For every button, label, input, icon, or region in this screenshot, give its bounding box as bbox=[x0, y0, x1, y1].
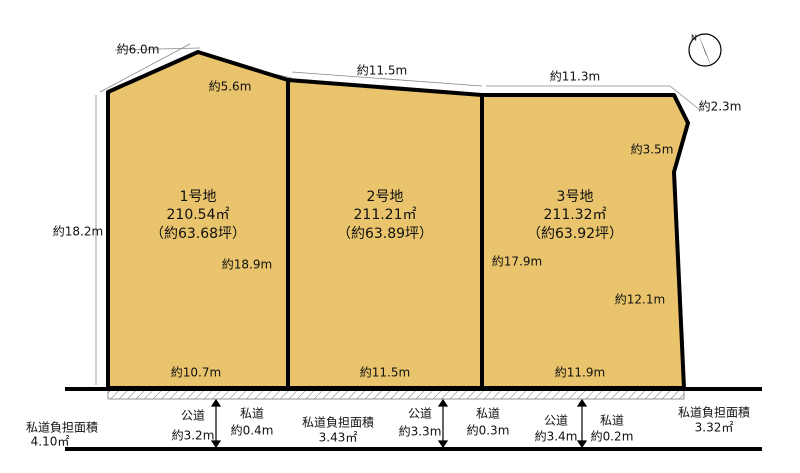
plot-name: 3号地 bbox=[557, 189, 594, 205]
dimension: 約2.3m bbox=[699, 99, 742, 114]
dimension: 約12.1m bbox=[615, 292, 665, 307]
svg-text:N: N bbox=[691, 34, 697, 43]
plot-tsubo: （約63.89坪） bbox=[337, 226, 433, 242]
plot-name: 2号地 bbox=[367, 189, 404, 205]
public-road-width: 約3.2m bbox=[172, 428, 215, 443]
burden-label: 私道負担面積 bbox=[302, 415, 374, 430]
dimension: 約11.5m bbox=[360, 365, 410, 380]
public-road: 公道 bbox=[408, 407, 432, 421]
private-road: 私道 bbox=[476, 407, 500, 421]
burden-value: 3.43㎡ bbox=[319, 431, 358, 445]
private-road: 私道 bbox=[240, 407, 264, 421]
public-road-width: 約3.4m bbox=[535, 429, 578, 444]
dimension: 約17.9m bbox=[492, 254, 542, 269]
private-road-width: 約0.2m bbox=[591, 429, 634, 444]
dimension: 約3.5m bbox=[631, 142, 674, 157]
width-arrows bbox=[210, 398, 588, 449]
dimension: 約18.2m bbox=[53, 224, 103, 239]
private-road: 私道 bbox=[600, 414, 624, 428]
dimension: 約6.0m bbox=[117, 42, 160, 57]
private-road-width: 約0.4m bbox=[231, 423, 274, 438]
dimension: 約11.3m bbox=[550, 69, 600, 84]
plot-area: 211.32㎡ bbox=[544, 207, 607, 223]
burden-value: 4.10㎡ bbox=[31, 435, 70, 449]
dimension: 約18.9m bbox=[222, 257, 272, 272]
plot-name: 1号地 bbox=[180, 189, 217, 205]
public-road: 公道 bbox=[544, 414, 568, 428]
public-road: 公道 bbox=[181, 409, 205, 423]
burden-label: 私道負担面積 bbox=[678, 405, 750, 420]
private-road-width: 約0.3m bbox=[467, 423, 510, 438]
dimension: 約11.9m bbox=[555, 365, 605, 380]
plot-area: 211.21㎡ bbox=[354, 207, 417, 223]
dimension: 約10.7m bbox=[171, 365, 221, 380]
plot-area: 210.54㎡ bbox=[167, 207, 230, 223]
public-road-width: 約3.3m bbox=[399, 424, 442, 439]
burden-label: 私道負担面積 bbox=[26, 420, 98, 435]
dimension: 約5.6m bbox=[209, 79, 252, 94]
plot-tsubo: （約63.68坪） bbox=[150, 226, 246, 242]
burden-value: 3.32㎡ bbox=[695, 421, 734, 435]
compass: N bbox=[688, 33, 722, 68]
dimension: 約11.5m bbox=[357, 63, 407, 78]
plot-tsubo: （約63.92坪） bbox=[527, 226, 623, 242]
